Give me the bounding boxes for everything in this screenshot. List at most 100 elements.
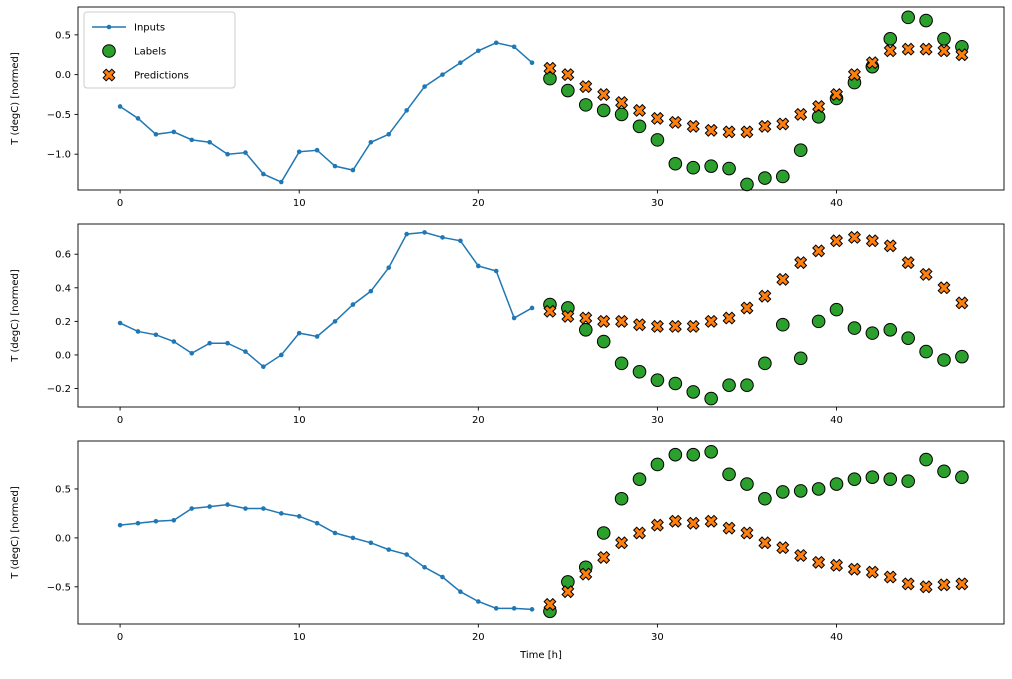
x-tick-label: 40 (830, 632, 843, 643)
prediction-x-marker (579, 567, 593, 581)
inputs-line (119, 42, 533, 183)
inputs-dot-marker (207, 340, 212, 346)
x-axis-label: Time [h] (519, 650, 562, 661)
inputs-dot-marker (386, 547, 392, 552)
label-circle-marker (561, 83, 575, 98)
legend: Inputs Labels Predictions (83, 11, 236, 89)
prediction-x-marker (704, 123, 718, 137)
prediction-x-marker (812, 99, 826, 113)
inputs-dot-marker (511, 315, 517, 321)
inputs-dot-marker (225, 151, 230, 157)
prediction-x-marker (543, 61, 557, 75)
y-tick-label: −0.5 (47, 110, 71, 121)
label-circle-marker (722, 161, 736, 176)
legend-item-predictions: Predictions (102, 68, 189, 82)
label-circle-marker (740, 177, 754, 192)
label-circle-marker (901, 331, 915, 345)
prediction-x-marker (615, 95, 629, 109)
axes-frame (77, 440, 1005, 625)
inputs-dot-marker (207, 139, 212, 145)
prediction-x-marker (865, 565, 879, 579)
label-circle-marker (650, 457, 665, 472)
x-tick-label: 30 (651, 415, 664, 426)
prediction-x-marker (794, 107, 808, 121)
inputs-dot-marker (458, 60, 463, 65)
inputs-dot-marker (332, 530, 338, 536)
prediction-x-marker (704, 314, 718, 328)
prediction-x-marker (686, 516, 700, 530)
series-predictions (543, 42, 969, 139)
legend-label: Labels (134, 47, 166, 58)
label-circle-marker (596, 103, 611, 118)
label-circle-marker (686, 160, 701, 175)
prediction-x-marker (776, 117, 790, 131)
label-circle-marker (955, 349, 969, 364)
label-circle-marker (650, 373, 665, 387)
inputs-dot-marker (350, 302, 356, 307)
prediction-x-marker (865, 56, 879, 70)
label-circle-marker (847, 321, 862, 335)
label-circle-marker (775, 485, 790, 499)
label-circle-marker (937, 353, 951, 367)
inputs-dot-marker (368, 540, 374, 546)
label-circle-marker (919, 452, 933, 467)
y-tick-label: 0.0 (55, 533, 71, 544)
label-circle-marker (740, 477, 754, 491)
inputs-dot-marker (153, 518, 159, 524)
inputs-dot-marker (458, 238, 463, 244)
inputs-dot-marker (296, 330, 302, 336)
inputs-dot-marker (243, 349, 248, 354)
label-circle-marker (937, 464, 951, 479)
legend-label: Inputs (134, 23, 165, 34)
x-tick-label: 20 (472, 198, 485, 209)
series-predictions (543, 514, 969, 611)
inputs-dot-marker (529, 305, 535, 311)
inputs-dot-marker (493, 606, 499, 611)
series-inputs (117, 230, 535, 370)
legend-label: Predictions (134, 71, 189, 82)
prediction-x-marker (758, 536, 772, 550)
inputs-dot-marker (189, 350, 195, 356)
y-tick-label: 0.0 (55, 350, 71, 361)
inputs-dot-marker (314, 520, 320, 526)
label-circle-marker (596, 526, 611, 540)
inputs-dot-marker (422, 230, 427, 235)
inputs-dot-marker (207, 504, 212, 509)
prediction-x-marker (937, 44, 951, 58)
inputs-dot-marker (350, 535, 356, 541)
y-axis-label: T (degC) [normed] (10, 52, 21, 146)
label-circle-marker (811, 314, 826, 329)
label-circle-marker (829, 477, 844, 491)
inputs-dot-marker (422, 84, 427, 89)
inputs-dot-marker (278, 511, 284, 516)
inputs-line (120, 503, 533, 611)
label-circle-marker (937, 32, 951, 46)
label-circle-marker (722, 467, 736, 482)
inputs-dot-marker (440, 574, 445, 580)
label-circle-marker (919, 13, 933, 28)
label-circle-marker (883, 322, 898, 337)
inputs-dot-marker (386, 132, 392, 137)
label-circle-marker (758, 491, 772, 506)
inputs-dot-marker (135, 329, 141, 334)
inputs-dot-marker (493, 40, 499, 46)
x-tick-label: 20 (472, 415, 485, 426)
x-tick-label: 30 (651, 632, 664, 643)
prediction-x-marker (955, 577, 969, 591)
y-tick-label: −1.0 (47, 150, 71, 161)
series-inputs (117, 502, 535, 612)
x-tick-label: 0 (117, 632, 123, 643)
label-circle-marker (578, 322, 593, 337)
label-circle-marker (758, 171, 772, 185)
label-circle-marker (614, 356, 629, 371)
label-circle-marker (901, 474, 915, 488)
prediction-x-marker (919, 267, 933, 281)
inputs-dot-marker (278, 179, 284, 185)
inputs-dot-marker (278, 352, 284, 358)
prediction-x-marker (561, 309, 575, 323)
inputs-dot-marker (332, 163, 338, 169)
inputs-dot-marker (296, 149, 302, 155)
label-circle-marker (561, 575, 575, 589)
label-circle-marker (686, 385, 701, 399)
